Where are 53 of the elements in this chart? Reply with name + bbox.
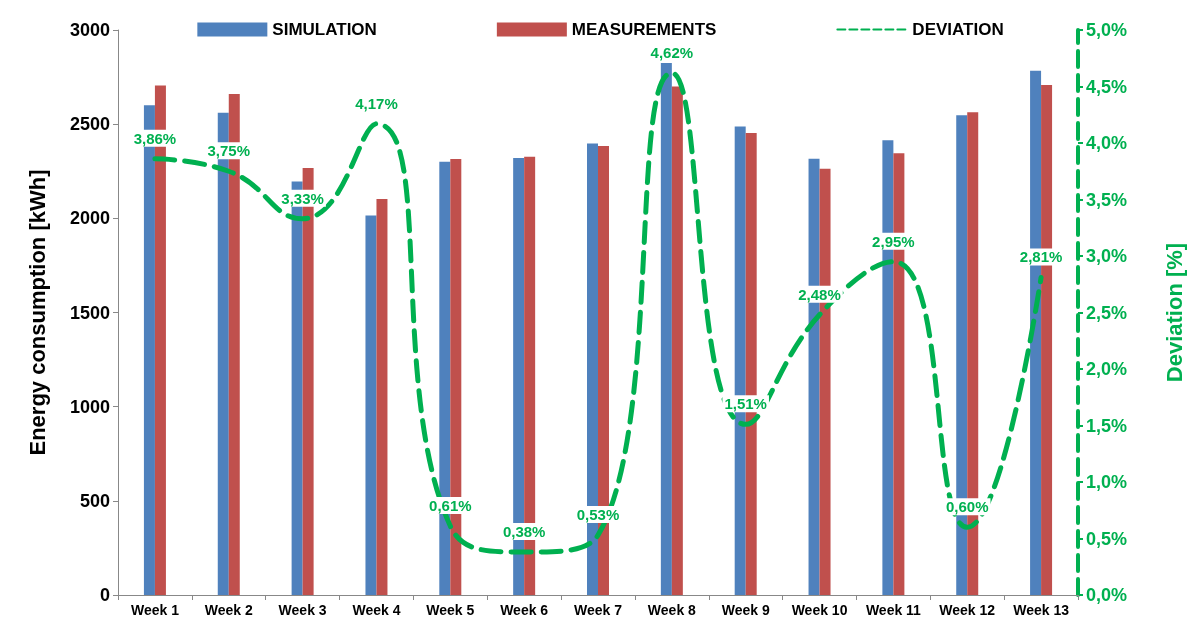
data-label: 0,38% [502, 523, 546, 541]
y2-axis-title: Deviation [%] [1161, 242, 1187, 383]
legend-label: MEASUREMENTS [571, 20, 717, 39]
x-tick-label: Week 4 [352, 602, 401, 618]
data-label: 0,53% [576, 506, 620, 524]
x-tick-label: Week 5 [426, 602, 475, 618]
x-tick-label: Week 1 [130, 602, 180, 618]
data-label: 0,60% [945, 498, 989, 516]
data-label: 3,33% [281, 189, 324, 207]
x-tick-label: Week 8 [647, 602, 697, 618]
y2-tick-label: 4,5% [1086, 76, 1128, 97]
data-label: 4,17% [355, 94, 398, 112]
y2-tick-label: 5,0% [1086, 20, 1128, 40]
bar [376, 198, 388, 595]
x-tick-label: Week 3 [278, 602, 327, 618]
y2-tick-label: 0,5% [1086, 528, 1128, 549]
data-label: 2,95% [872, 232, 915, 250]
bar [671, 86, 683, 595]
data-label: 3,86% [133, 129, 177, 147]
data-label: 2,81% [1019, 248, 1063, 266]
y-tick-label: 1000 [69, 396, 110, 417]
y-tick-label: 1500 [69, 302, 110, 323]
x-tick-label: Week 9 [721, 602, 770, 618]
y2-tick-label: 3,0% [1086, 246, 1128, 266]
y2-tick-label: 1,5% [1086, 415, 1128, 436]
data-label: 2,48% [798, 285, 841, 303]
x-tick-label: Week 12 [939, 602, 996, 618]
data-label: 0,61% [429, 497, 472, 515]
x-tick-label: Week 7 [574, 602, 623, 618]
y-tick-label: 0 [99, 585, 110, 605]
y2-tick-label: 3,5% [1086, 189, 1128, 210]
data-label: 3,75% [207, 142, 251, 160]
y2-tick-label: 2,0% [1086, 359, 1128, 379]
x-tick-label: Week 2 [204, 602, 253, 618]
x-tick-label: Week 11 [865, 602, 922, 618]
x-tick-label: Week 6 [500, 602, 549, 618]
y-axis-title: Energy consumption [kWh] [24, 169, 50, 456]
legend-label: SIMULATION [272, 20, 377, 39]
y-tick-label: 500 [79, 490, 110, 511]
y2-tick-label: 2,5% [1086, 302, 1128, 323]
y-tick-label: 2000 [69, 208, 110, 229]
y2-tick-label: 1,0% [1086, 472, 1128, 492]
legend-label: DEVIATION [912, 20, 1004, 39]
bar [660, 62, 672, 595]
data-label: 1,51% [724, 395, 767, 413]
x-tick-label: Week 10 [791, 602, 848, 618]
bar [365, 215, 377, 595]
data-label: 4,62% [650, 43, 694, 61]
x-tick-label: Week 13 [1013, 602, 1070, 618]
y2-tick-label: 0,0% [1086, 585, 1128, 605]
y-tick-label: 2500 [69, 114, 110, 135]
y-tick-label: 3000 [69, 20, 110, 40]
y2-tick-label: 4,0% [1086, 133, 1128, 153]
